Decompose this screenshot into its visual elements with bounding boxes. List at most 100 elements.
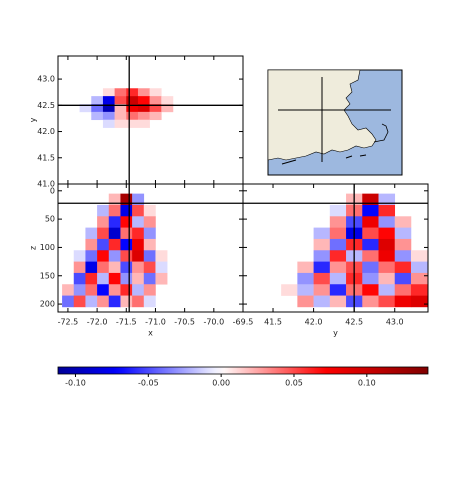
cell xyxy=(102,111,115,121)
y-tick-label: 50 xyxy=(45,215,55,224)
x-tick-label: 41.5 xyxy=(264,318,282,327)
cell xyxy=(73,295,86,308)
cell xyxy=(143,261,156,274)
cell xyxy=(362,238,379,251)
cell xyxy=(394,238,412,251)
cell xyxy=(281,284,298,296)
cell xyxy=(120,284,133,296)
cell xyxy=(97,227,110,240)
map-inset xyxy=(267,69,403,176)
cell xyxy=(378,238,396,251)
cell xyxy=(126,119,139,128)
cell xyxy=(114,119,127,128)
cell xyxy=(362,193,379,206)
cell xyxy=(85,261,98,274)
cell xyxy=(394,227,412,240)
cell xyxy=(143,250,156,262)
y-tick-label: 200 xyxy=(40,300,55,309)
cell xyxy=(378,272,396,285)
heatmap xyxy=(62,193,168,308)
cell xyxy=(132,284,145,296)
cell xyxy=(79,104,92,113)
cell xyxy=(114,104,127,113)
cell xyxy=(114,111,127,121)
cell xyxy=(362,250,379,262)
y-tick-label: 100 xyxy=(40,243,55,252)
cell xyxy=(394,284,412,296)
cell xyxy=(137,104,150,113)
colorbar-tick-label: -0.05 xyxy=(138,379,159,388)
cell xyxy=(62,284,75,296)
cell xyxy=(394,295,412,308)
map-islands xyxy=(281,154,367,165)
y-tick-label: 41.5 xyxy=(37,153,55,162)
cell xyxy=(378,261,396,274)
cell xyxy=(313,295,331,308)
cell xyxy=(143,216,156,228)
cell xyxy=(329,284,347,296)
cell xyxy=(313,238,331,251)
cell xyxy=(410,272,428,285)
cell xyxy=(378,227,396,240)
cell xyxy=(313,284,331,296)
cell xyxy=(329,261,347,274)
cell xyxy=(132,216,145,228)
cell xyxy=(297,272,314,285)
cell xyxy=(97,250,110,262)
colorbar-tick-label: -0.10 xyxy=(65,379,86,388)
cell xyxy=(97,272,110,285)
cell xyxy=(378,216,396,228)
cell xyxy=(410,295,428,308)
cell xyxy=(143,204,156,217)
x-tick-label: -71.5 xyxy=(116,318,137,327)
y-tick-label: 42.0 xyxy=(37,127,55,136)
cell xyxy=(362,261,379,274)
cell xyxy=(108,272,121,285)
cell xyxy=(132,193,145,206)
cell xyxy=(132,238,145,251)
cell xyxy=(394,261,412,274)
cell xyxy=(297,295,314,308)
cell xyxy=(410,250,428,262)
cell xyxy=(313,272,331,285)
cell xyxy=(108,261,121,274)
cell xyxy=(329,250,347,262)
x-axis-label: y xyxy=(333,329,338,338)
cell xyxy=(378,204,396,217)
cell xyxy=(313,261,331,274)
cell xyxy=(329,238,347,251)
cell xyxy=(378,250,396,262)
cell xyxy=(137,96,150,105)
cell xyxy=(329,204,347,217)
cell xyxy=(108,295,121,308)
cell xyxy=(297,261,314,274)
cell xyxy=(161,96,174,105)
cell xyxy=(85,238,98,251)
cell xyxy=(132,261,145,274)
cell xyxy=(410,284,428,296)
cell xyxy=(394,250,412,262)
colorbar-tick-label: 0.10 xyxy=(358,379,376,388)
cell xyxy=(73,250,86,262)
y-tick-label: 0 xyxy=(50,186,55,195)
cell xyxy=(108,284,121,296)
x-tick-label: -72.0 xyxy=(87,318,108,327)
cell xyxy=(149,111,162,121)
cell xyxy=(329,272,347,285)
map-cape xyxy=(373,123,389,143)
cell xyxy=(137,119,150,128)
cell xyxy=(378,284,396,296)
cell xyxy=(362,295,379,308)
cell xyxy=(362,272,379,285)
cell xyxy=(120,272,133,285)
cell xyxy=(132,250,145,262)
cell xyxy=(155,261,168,274)
cell xyxy=(102,119,115,128)
y-tick-label: 150 xyxy=(40,271,55,280)
cell xyxy=(132,272,145,285)
x-tick-label: -69.5 xyxy=(233,318,254,327)
cell xyxy=(108,204,121,217)
y-axis-label: y xyxy=(29,117,38,122)
colorbar xyxy=(57,366,429,375)
